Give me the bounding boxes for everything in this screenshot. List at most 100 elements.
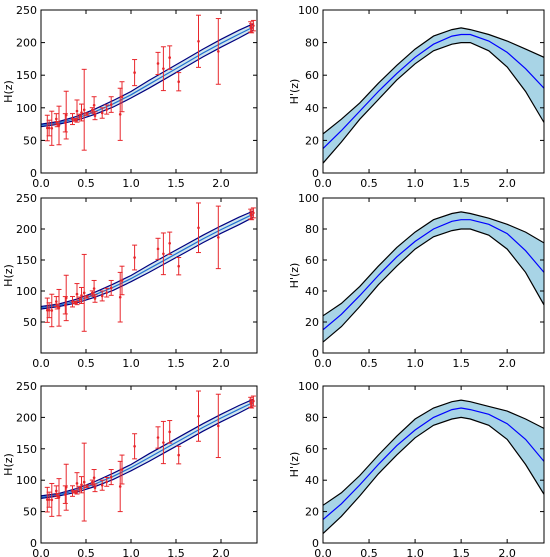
- data-point: [57, 306, 61, 310]
- x-tick-label: 1.0: [122, 357, 140, 370]
- data-point: [64, 113, 68, 117]
- x-tick-label: 1.5: [167, 177, 185, 190]
- data-point: [120, 279, 124, 282]
- y-tick-label: 200: [16, 223, 37, 236]
- data-point: [46, 498, 49, 501]
- data-point: [64, 296, 68, 300]
- data-point: [118, 295, 122, 299]
- data-point: [156, 436, 160, 439]
- data-point: [177, 453, 180, 457]
- x-tick-label: 0.0: [32, 357, 50, 370]
- x-tick-label: 1.5: [452, 177, 470, 190]
- band-upper-line: [323, 399, 544, 506]
- data-point: [57, 124, 61, 127]
- data-point: [133, 444, 136, 448]
- data-point: [91, 108, 94, 112]
- data-point: [55, 117, 58, 121]
- data-point: [55, 305, 59, 308]
- data-point: [168, 56, 171, 59]
- confidence-band: [323, 27, 544, 164]
- band-upper-line: [41, 23, 254, 125]
- y-tick-label: 60: [305, 443, 319, 456]
- data-point: [156, 247, 160, 251]
- x-tick-label: 2.0: [498, 357, 516, 370]
- data-point: [109, 475, 113, 479]
- plot-area: [41, 390, 256, 522]
- y-tick-label: 50: [23, 316, 37, 329]
- data-point: [250, 402, 253, 405]
- data-point: [197, 39, 200, 43]
- panel-H-row3: 0.0 0.5 1.0 1.5 2.0 0 50 100 150 200 250 H(z): [2, 380, 258, 557]
- data-point: [50, 498, 54, 502]
- axes-frame: [40, 9, 258, 174]
- axes-frame: [40, 385, 258, 544]
- data-point: [162, 67, 165, 70]
- data-point: [197, 414, 200, 418]
- axes-frame: [322, 9, 545, 174]
- y-tick-label: 0: [312, 167, 319, 180]
- y-tick-label: 50: [23, 134, 37, 147]
- data-point: [162, 441, 165, 444]
- band-lower-line: [323, 416, 544, 535]
- data-point: [82, 108, 86, 112]
- y-tick-label: 0: [312, 537, 319, 550]
- x-tick-label: 0.5: [360, 177, 378, 190]
- data-point: [91, 291, 94, 295]
- axes-frame: [322, 197, 545, 354]
- y-tick-label: 40: [305, 102, 319, 115]
- plot-area: [323, 399, 544, 535]
- data-point: [55, 489, 58, 493]
- y-tick-label: 100: [16, 474, 37, 487]
- mean-line: [323, 33, 544, 150]
- y-tick-label: 0: [30, 167, 37, 180]
- plot-area: [323, 211, 544, 343]
- x-tick-label: 0.0: [32, 177, 50, 190]
- data-point: [100, 111, 104, 115]
- data-point: [217, 50, 220, 53]
- data-point: [120, 95, 124, 99]
- axes-frame: [322, 385, 545, 544]
- plot-area: [41, 14, 256, 151]
- band-upper-line: [323, 27, 544, 135]
- data-point: [78, 487, 81, 490]
- band-upper-line: [41, 210, 254, 308]
- data-point: [252, 24, 255, 27]
- data-point: [250, 26, 253, 30]
- x-tick-label: 0.5: [360, 547, 378, 557]
- data-point: [168, 430, 171, 434]
- band-upper-line: [41, 398, 254, 497]
- y-tick-label: 100: [298, 4, 319, 17]
- y-tick-label: 250: [16, 380, 37, 393]
- data-point: [47, 498, 51, 501]
- y-axis-label: H'(z): [288, 79, 301, 105]
- data-point: [50, 309, 54, 312]
- data-point: [92, 287, 96, 290]
- data-point: [85, 112, 89, 116]
- data-point: [133, 71, 136, 74]
- data-point: [91, 480, 94, 484]
- data-point: [93, 114, 97, 117]
- x-tick-label: 2.0: [212, 357, 230, 370]
- y-tick-label: 20: [305, 316, 319, 329]
- x-tick-label: 1.0: [406, 357, 424, 370]
- axes-frame: [40, 197, 258, 354]
- x-tick-label: 0.0: [314, 547, 332, 557]
- x-tick-label: 1.5: [167, 547, 185, 557]
- y-tick-label: 80: [305, 223, 319, 236]
- x-tick-label: 1.5: [452, 357, 470, 370]
- data-point: [156, 62, 160, 65]
- panel-dH-row2: 0.0 0.5 1.0 1.5 2.0 0 20 40 60 80 100 H'(z): [288, 192, 545, 370]
- y-axis-label: H(z): [2, 80, 15, 103]
- data-point: [82, 291, 86, 295]
- data-point: [73, 490, 77, 494]
- x-tick-label: 0.5: [77, 357, 95, 370]
- y-axis-label: H'(z): [288, 452, 301, 478]
- panel-dH-row1: 0.0 0.5 1.0 1.5 2.0 0 20 40 60 80 100 H'(z): [288, 4, 545, 190]
- x-tick-label: 2.0: [212, 177, 230, 190]
- y-tick-label: 250: [16, 192, 37, 205]
- y-tick-label: 200: [16, 411, 37, 424]
- data-point: [217, 236, 220, 239]
- data-point: [133, 256, 136, 259]
- data-point: [75, 109, 79, 113]
- x-tick-label: 0.0: [314, 357, 332, 370]
